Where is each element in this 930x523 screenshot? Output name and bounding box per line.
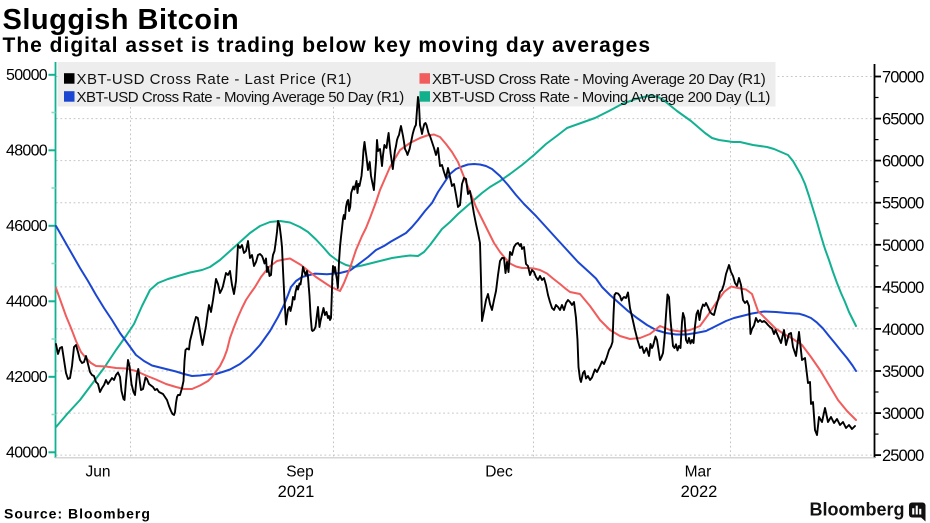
svg-text:46000: 46000: [6, 218, 48, 235]
svg-text:65000: 65000: [882, 111, 924, 129]
svg-text:Mar: Mar: [685, 464, 712, 481]
svg-text:40000: 40000: [882, 321, 924, 339]
svg-text:XBT-USD Cross Rate - Last Pric: XBT-USD Cross Rate - Last Price (R1): [77, 71, 353, 88]
svg-text:The digital asset is trading b: The digital asset is trading below key m…: [3, 34, 652, 57]
svg-text:42000: 42000: [6, 369, 48, 386]
svg-text:50000: 50000: [882, 237, 924, 255]
svg-text:XBT-USD Cross Rate - Moving Av: XBT-USD Cross Rate - Moving Average 200 …: [432, 89, 770, 106]
svg-text:Jun: Jun: [86, 464, 111, 481]
svg-text:44000: 44000: [6, 294, 48, 311]
svg-text:2022: 2022: [681, 483, 718, 501]
svg-text:40000: 40000: [6, 445, 48, 462]
svg-text:Bloomberg: Bloomberg: [809, 500, 904, 520]
svg-text:Source: Bloomberg: Source: Bloomberg: [4, 506, 151, 522]
svg-text:35000: 35000: [882, 363, 924, 381]
svg-text:48000: 48000: [6, 143, 48, 160]
svg-text:Sluggish Bitcoin: Sluggish Bitcoin: [3, 4, 240, 36]
svg-text:XBT-USD Cross Rate - Moving Av: XBT-USD Cross Rate - Moving Average 50 D…: [77, 89, 405, 106]
svg-text:70000: 70000: [882, 69, 924, 87]
svg-text:XBT-USD Cross Rate - Moving Av: XBT-USD Cross Rate - Moving Average 20 D…: [432, 71, 766, 88]
svg-text:25000: 25000: [882, 447, 924, 465]
svg-text:Sep: Sep: [286, 464, 314, 481]
svg-text:50000: 50000: [6, 67, 48, 84]
svg-text:55000: 55000: [882, 195, 924, 213]
svg-text:60000: 60000: [882, 153, 924, 171]
svg-text:30000: 30000: [882, 405, 924, 423]
svg-text:Dec: Dec: [485, 464, 513, 481]
svg-text:2021: 2021: [278, 483, 315, 501]
svg-text:45000: 45000: [882, 279, 924, 297]
